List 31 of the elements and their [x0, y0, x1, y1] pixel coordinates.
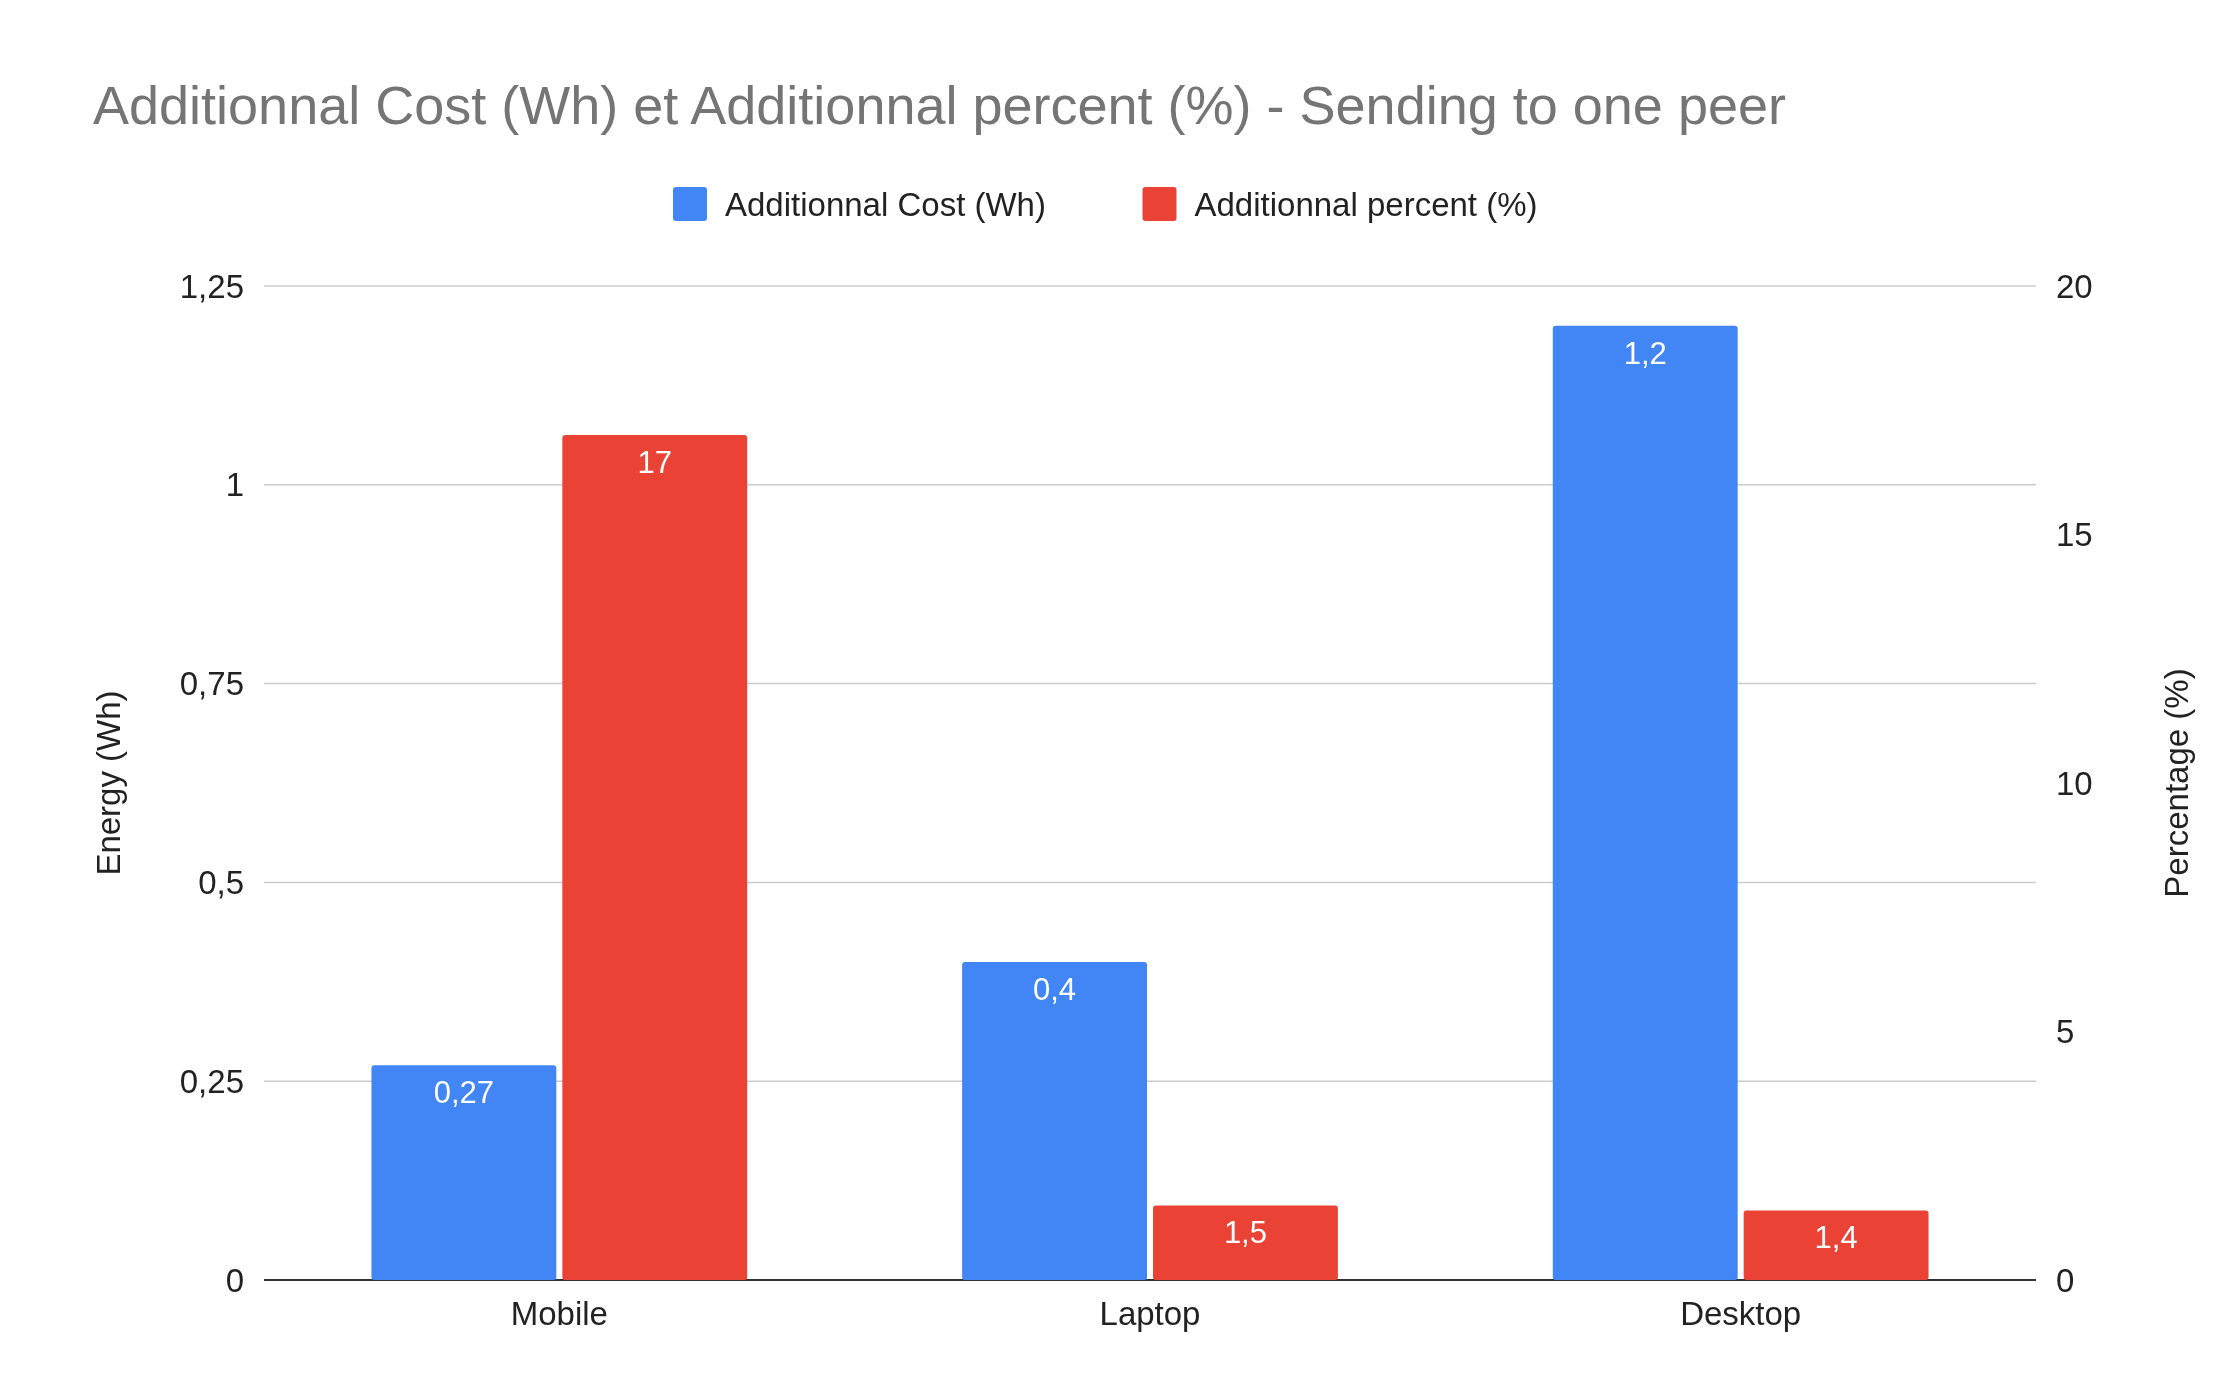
y2-tick-label: 0 [2056, 1261, 2075, 1299]
data-label: 1,4 [1814, 1220, 1858, 1256]
bar [962, 961, 1147, 1280]
data-label: 0,27 [433, 1075, 495, 1111]
bar [1552, 325, 1738, 1280]
data-label: 0,4 [1033, 971, 1077, 1007]
bar [1153, 1205, 1338, 1280]
chart-title: Additionnal Cost (Wh) et Additionnal percent (%) - Sending to one peer [93, 75, 1786, 135]
bar [371, 1065, 557, 1280]
x-tick-label: Laptop [1099, 1295, 1201, 1332]
x-tick-label: Desktop [1680, 1295, 1802, 1332]
y2-axis-title: Percentage (%) [2158, 668, 2195, 898]
y-tick-label: 0,25 [179, 1062, 244, 1100]
y-tick-label: 0,75 [179, 665, 244, 703]
y2-tick-label: 15 [2056, 516, 2093, 554]
bar [562, 435, 748, 1280]
data-label: 1,2 [1623, 335, 1667, 371]
data-label: 1,5 [1223, 1215, 1267, 1251]
legend-label: Additionnal percent (%) [1194, 185, 1538, 223]
y-tick-label: 1,25 [179, 267, 244, 305]
y-tick-label: 1 [225, 466, 244, 504]
data-label: 17 [637, 445, 673, 481]
y-tick-label: 0,5 [198, 863, 244, 901]
y-axis-title: Energy (Wh) [90, 690, 127, 876]
x-tick-label: Mobile [510, 1295, 608, 1332]
legend-label: Additionnal Cost (Wh) [725, 185, 1046, 223]
y2-tick-label: 10 [2056, 764, 2093, 802]
y-tick-label: 0 [225, 1261, 244, 1299]
y2-tick-label: 5 [2056, 1013, 2075, 1051]
y2-tick-label: 20 [2056, 267, 2093, 305]
bar [1743, 1210, 1929, 1280]
